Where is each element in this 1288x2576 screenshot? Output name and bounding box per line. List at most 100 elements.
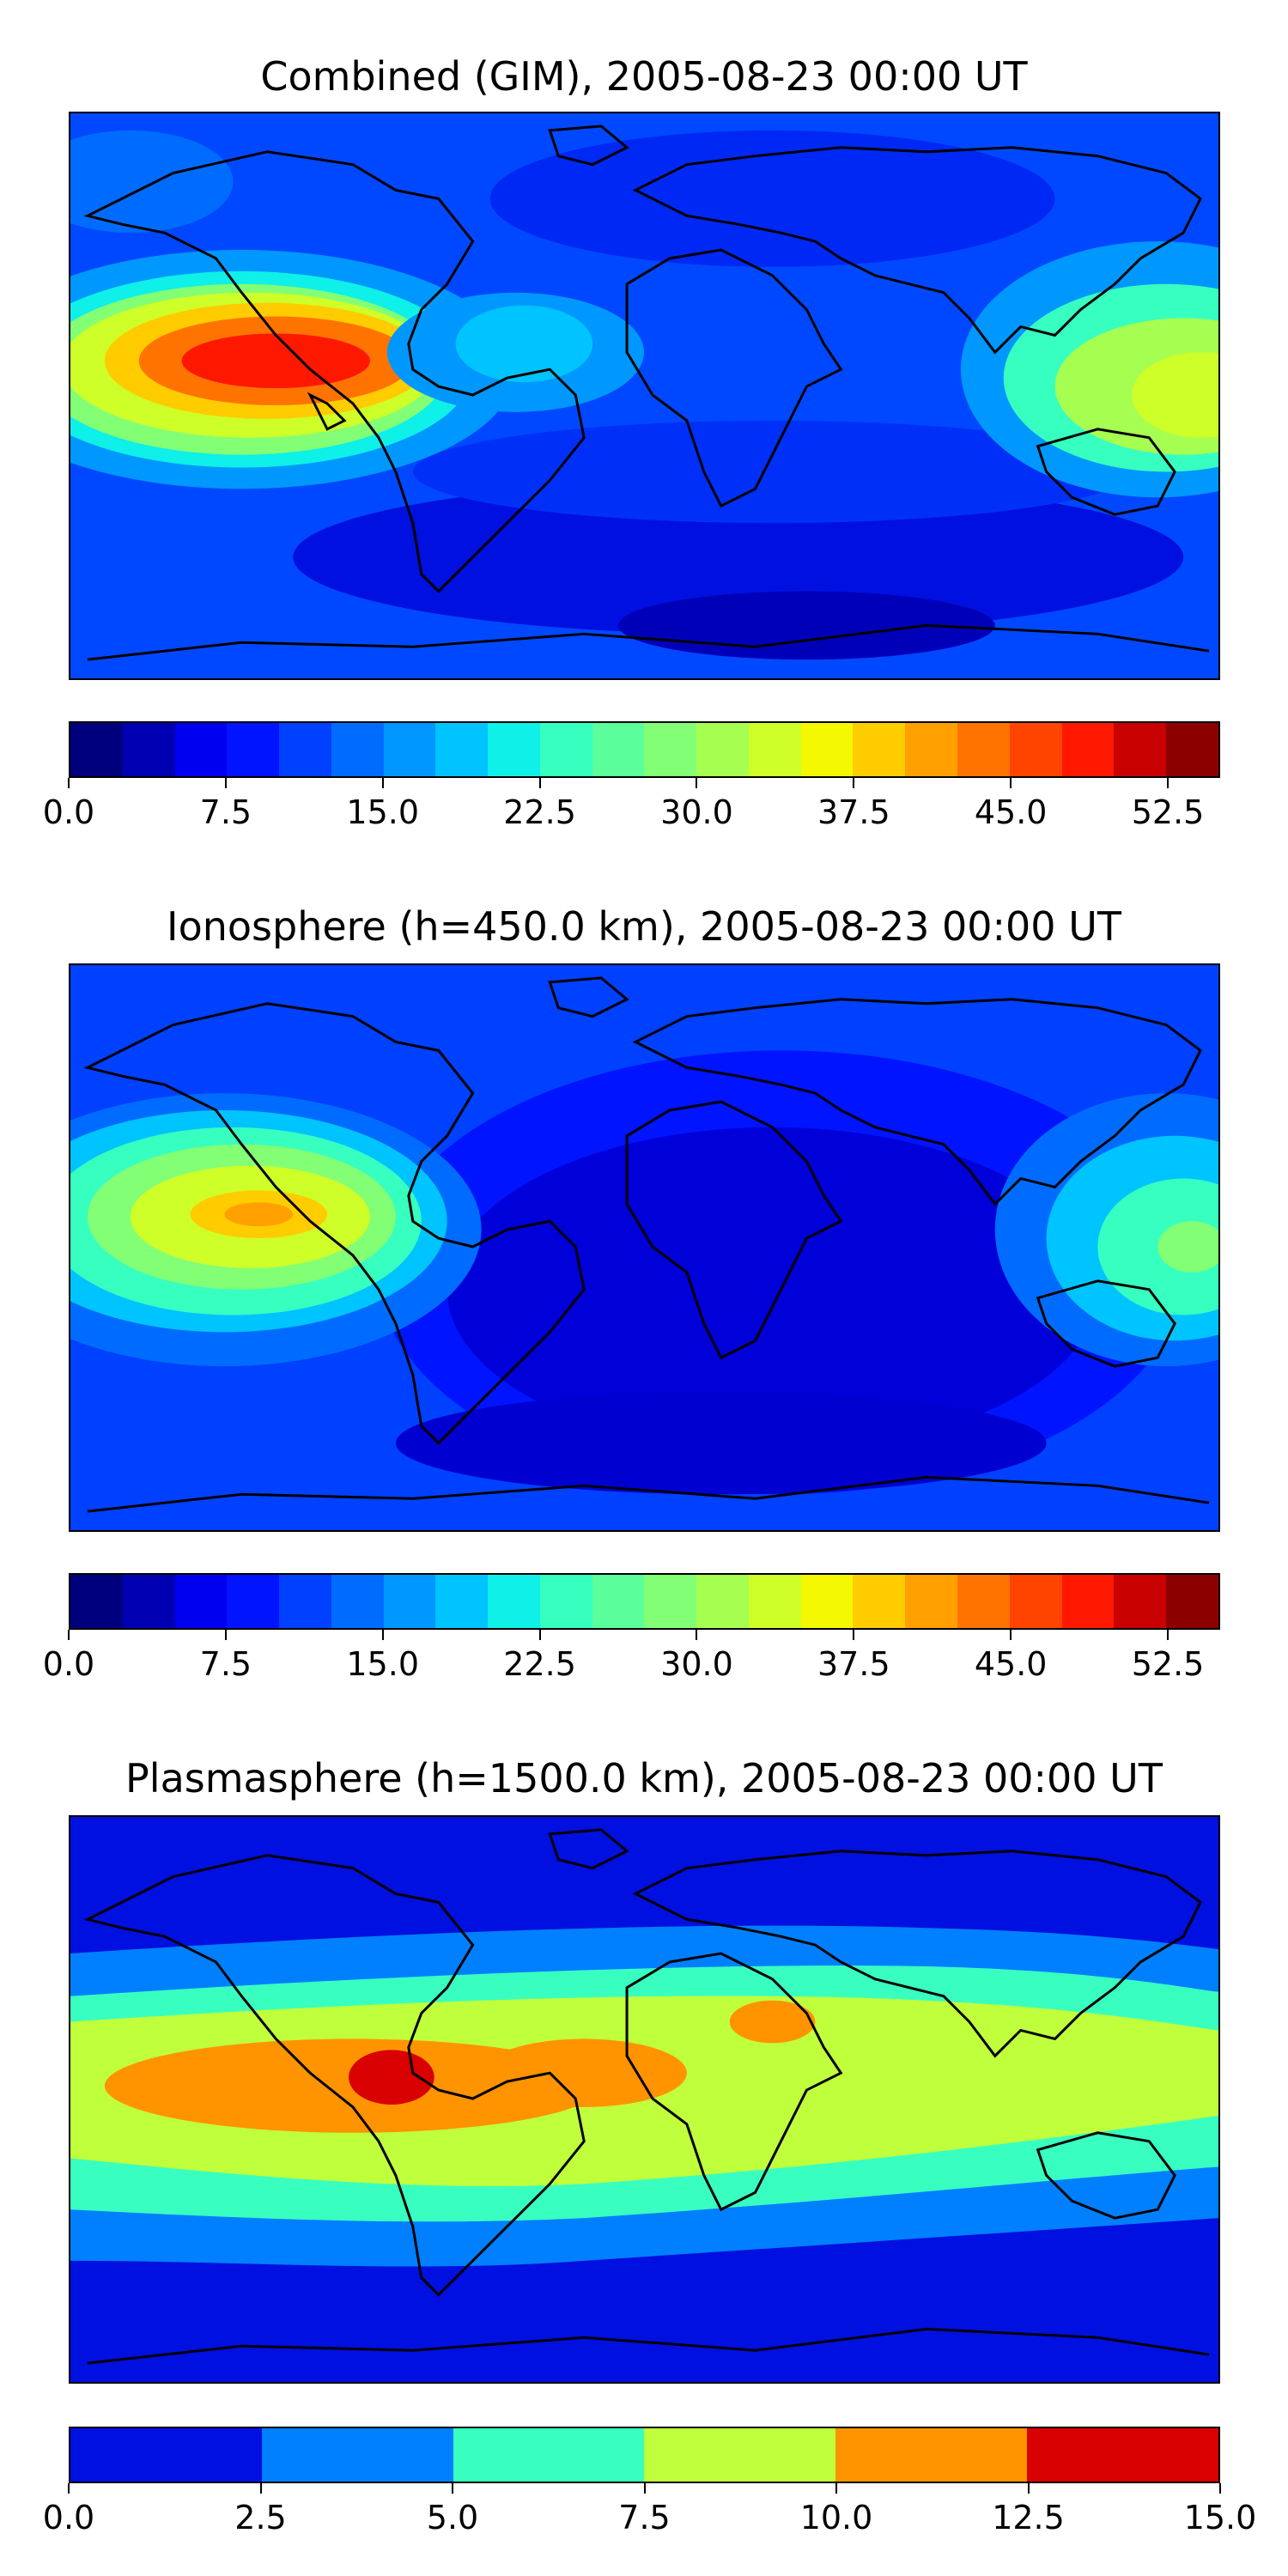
colorbar-segment	[957, 723, 1010, 776]
map-ionosphere-svg	[70, 965, 1218, 1530]
colorbar-tick	[68, 2483, 70, 2494]
colorbar-tick-label: 15.0	[346, 1645, 420, 1683]
colorbar-segment	[70, 723, 123, 776]
colorbar-tick-label: 7.5	[199, 793, 252, 831]
colorbar-segment	[800, 723, 854, 776]
colorbar-tick	[643, 2483, 646, 2494]
colorbar-segment	[539, 1575, 592, 1628]
colorbar-tick	[1167, 778, 1170, 788]
colorbar-tick	[696, 778, 698, 788]
colorbar-tick	[68, 1630, 70, 1640]
colorbar-tick-label: 45.0	[974, 1645, 1048, 1683]
colorbar-tick	[1010, 778, 1012, 788]
colorbar-tick-label: 45.0	[974, 793, 1048, 831]
colorbar-segment	[905, 723, 958, 776]
colorbar-tick	[1010, 1630, 1012, 1640]
colorbar-segment	[644, 723, 697, 776]
colorbar-segment	[227, 1575, 280, 1628]
colorbar-segment	[331, 723, 384, 776]
colorbar-segment	[1166, 1575, 1218, 1628]
colorbar-segment	[644, 1575, 697, 1628]
colorbar-tick-label: 7.5	[199, 1645, 252, 1683]
colorbar-tick-label: 15.0	[346, 793, 420, 831]
colorbar-segment	[644, 2428, 836, 2482]
colorbar-segment	[122, 723, 175, 776]
coastlines	[83, 1828, 1210, 2365]
colorbar-segment	[853, 1575, 906, 1628]
colorbar-segment	[435, 1575, 489, 1628]
colorbar-segment	[174, 723, 228, 776]
colorbar-segment	[279, 723, 331, 776]
panel-title: Plasmasphere (h=1500.0 km), 2005-08-23 0…	[125, 1755, 1163, 1801]
colorbar-tick-label: 52.5	[1131, 1645, 1205, 1683]
colorbar-segment	[592, 1575, 645, 1628]
colorbar-segment	[1061, 723, 1115, 776]
colorbar-tick	[381, 1630, 384, 1640]
colorbar-tick-label: 0.0	[42, 1645, 95, 1683]
colorbar-plasmasphere	[69, 2427, 1220, 2483]
colorbar-segment	[1061, 1575, 1115, 1628]
colorbar-tick	[452, 2483, 453, 2494]
colorbar-tick	[224, 778, 227, 788]
colorbar-segment	[539, 723, 592, 776]
colorbar-tick-label: 7.5	[618, 2499, 671, 2537]
colorbar-segment	[435, 723, 489, 776]
colorbar-ticks-combined: 0.0 7.5 15.0 22.5 30.0 37.5 45.0 52.5	[43, 778, 1220, 831]
colorbar-tick-label: 22.5	[503, 1645, 576, 1683]
colorbar-tick-label: 37.5	[817, 1645, 890, 1683]
colorbar-tick-label: 52.5	[1131, 793, 1205, 831]
colorbar-segment	[261, 2428, 453, 2482]
colorbar-tick-label: 30.0	[660, 1645, 733, 1683]
colorbar-segment	[279, 1575, 331, 1628]
colorbar-segment	[905, 1575, 958, 1628]
map-combined-svg	[70, 113, 1218, 678]
colorbar-tick	[696, 1630, 698, 1640]
colorbar-segment	[1027, 2428, 1218, 2482]
colorbar-segment	[1114, 723, 1167, 776]
colorbar-tick	[259, 2483, 262, 2494]
colorbar-segment	[1166, 723, 1218, 776]
colorbar-segment	[957, 1575, 1010, 1628]
colorbar-segment	[70, 2428, 262, 2482]
colorbar-segment	[383, 723, 436, 776]
panel-title: Combined (GIM), 2005-08-23 00:00 UT	[260, 53, 1028, 100]
colorbar-segment	[488, 723, 540, 776]
coastlines	[83, 125, 1210, 661]
map-combined	[69, 112, 1220, 680]
colorbar-segment	[227, 723, 280, 776]
panel-title: Ionosphere (h=450.0 km), 2005-08-23 00:0…	[167, 903, 1121, 950]
colorbar-segment	[835, 2428, 1028, 2482]
colorbar-segment	[748, 723, 801, 776]
colorbar-tick	[68, 778, 70, 788]
colorbar-segment	[696, 723, 749, 776]
colorbar-segment	[592, 723, 645, 776]
coastlines	[83, 976, 1210, 1513]
colorbar-segment	[1009, 1575, 1062, 1628]
colorbar-tick-label: 5.0	[426, 2499, 479, 2537]
colorbar-segment	[70, 1575, 123, 1628]
colorbar-segment	[174, 1575, 228, 1628]
colorbar-segment	[696, 1575, 749, 1628]
colorbar-combined	[69, 721, 1220, 778]
colorbar-ionosphere	[69, 1573, 1220, 1630]
colorbar-tick	[835, 2483, 837, 2494]
colorbar-tick	[1219, 2483, 1221, 2494]
colorbar-segment	[383, 1575, 436, 1628]
colorbar-tick-label: 30.0	[660, 793, 733, 831]
colorbar-ticks-ionosphere: 0.0 7.5 15.0 22.5 30.0 37.5 45.0 52.5	[43, 1630, 1220, 1683]
colorbar-segment	[122, 1575, 175, 1628]
colorbar-tick	[853, 778, 855, 788]
colorbar-tick-label: 0.0	[42, 793, 95, 831]
colorbar-tick-label: 0.0	[42, 2499, 95, 2537]
colorbar-tick	[381, 778, 384, 788]
colorbar-segment	[488, 1575, 540, 1628]
colorbar-tick-label: 15.0	[1183, 2499, 1257, 2537]
colorbar-tick	[538, 1630, 541, 1640]
colorbar-tick	[1027, 2483, 1030, 2494]
colorbar-tick-label: 37.5	[817, 793, 890, 831]
colorbar-segment	[1114, 1575, 1167, 1628]
map-ionosphere	[69, 963, 1220, 1532]
colorbar-ticks-plasmasphere: 0.0 2.5 5.0 7.5 10.0 12.5 15.0	[43, 2483, 1256, 2537]
colorbar-tick-label: 12.5	[992, 2499, 1065, 2537]
map-plasmasphere-svg	[70, 1817, 1218, 2382]
